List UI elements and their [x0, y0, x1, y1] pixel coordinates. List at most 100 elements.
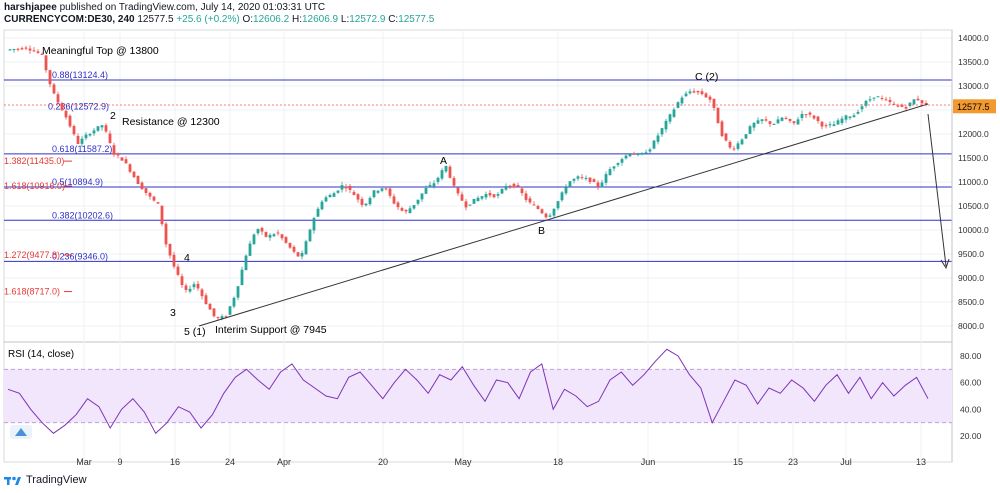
- candle-body: [256, 229, 260, 234]
- candle-body: [380, 188, 384, 191]
- candle-body: [468, 204, 472, 206]
- candle-body: [268, 234, 272, 238]
- candle-body: [216, 317, 220, 319]
- last-price: 12577.5: [137, 14, 174, 25]
- candle-body: [304, 241, 308, 255]
- candle-body: [496, 194, 500, 196]
- candle-body: [828, 124, 832, 126]
- candle-body: [244, 255, 248, 271]
- candle-body: [128, 164, 132, 172]
- x-tick-label: 18: [553, 457, 563, 467]
- annotation-resistance: Resistance @ 12300: [122, 116, 220, 128]
- candle-body: [64, 110, 68, 118]
- candle-body: [872, 97, 876, 99]
- candle-body: [336, 190, 340, 193]
- candle-body: [440, 170, 444, 179]
- candle-body: [852, 115, 856, 118]
- candle-body: [916, 98, 920, 101]
- author-name[interactable]: harshjapee: [4, 2, 57, 13]
- candle-body: [196, 283, 200, 289]
- candle-body: [676, 102, 680, 108]
- candle-body: [648, 149, 652, 152]
- x-tick-label: Jul: [840, 457, 852, 467]
- rsi-y-tick-label: 40.00: [960, 404, 982, 414]
- candle-body: [120, 157, 124, 161]
- candle-body: [356, 194, 360, 200]
- candle-body: [584, 177, 588, 179]
- candle-body: [624, 155, 628, 159]
- rsi-series-line[interactable]: [7, 348, 929, 435]
- candle-body: [140, 182, 144, 190]
- trendline[interactable]: [198, 103, 929, 327]
- candle-body: [912, 99, 916, 105]
- candle-body: [412, 205, 416, 209]
- candle-body: [660, 128, 664, 135]
- candle-body: [388, 188, 392, 196]
- wave-label-b: B: [538, 225, 545, 237]
- chart-settings-icon[interactable]: [10, 425, 32, 439]
- rsi-y-tick-label: 20.00: [960, 431, 982, 441]
- tradingview-logo-icon[interactable]: [4, 474, 22, 486]
- candle-body: [760, 119, 764, 122]
- candle-body: [512, 183, 516, 188]
- wave-label-c: C (2): [695, 71, 718, 83]
- candle-body: [840, 118, 844, 124]
- candle-body: [528, 198, 532, 203]
- candle-body: [428, 184, 432, 188]
- candle-body: [616, 163, 620, 165]
- candle-body: [692, 91, 696, 93]
- tradingview-brand[interactable]: TradingView: [26, 474, 87, 486]
- candle-body: [884, 99, 888, 101]
- candle-body: [160, 205, 164, 225]
- footer: TradingView: [4, 474, 87, 486]
- candle-body: [492, 194, 496, 198]
- candle-body: [904, 106, 908, 109]
- candle-body: [564, 187, 568, 194]
- fib-line-label: 0.88(13124.4): [52, 70, 108, 80]
- symbol-label: CURRENCYCOM:DE30, 240: [4, 14, 135, 25]
- candle-body: [348, 185, 352, 190]
- candle-body: [804, 114, 808, 116]
- x-tick-label: Mar: [76, 457, 92, 467]
- candle-body: [68, 115, 72, 127]
- candle-body: [580, 177, 584, 179]
- candle-body: [476, 197, 480, 202]
- rsi-band: [4, 369, 952, 423]
- candle-body: [448, 166, 452, 178]
- candle-body: [152, 196, 156, 201]
- candle-body: [732, 148, 736, 150]
- annotation-interim-support: Interim Support @ 7945: [215, 324, 327, 336]
- candle-body: [132, 171, 136, 178]
- candle-body: [456, 187, 460, 194]
- projection-arrow-line[interactable]: [927, 113, 947, 267]
- candle-body: [252, 234, 256, 245]
- low-label: L:: [340, 14, 350, 25]
- candle-body: [560, 192, 564, 201]
- candle-body: [52, 84, 56, 94]
- candle-body: [736, 143, 740, 149]
- candle-body: [376, 190, 380, 193]
- candle-body: [776, 119, 780, 124]
- candle-body: [524, 193, 528, 200]
- x-tick-label: 20: [378, 457, 388, 467]
- candle-body: [784, 117, 788, 119]
- candle-body: [76, 135, 80, 144]
- candle-body: [552, 208, 556, 216]
- publish-info: published on TradingView.com, July 14, 2…: [59, 2, 326, 13]
- candle-body: [504, 186, 508, 190]
- candle-body: [320, 201, 324, 210]
- candle-body: [372, 190, 376, 198]
- candle-body: [40, 53, 44, 55]
- candle-body: [540, 209, 544, 214]
- candle-body: [532, 204, 536, 206]
- candle-body: [684, 93, 688, 97]
- candle-body: [116, 153, 120, 156]
- candle-body: [484, 194, 488, 198]
- candle-body: [276, 232, 280, 234]
- candle-body: [896, 105, 900, 107]
- fib-line-label: 0.618(11587.2): [52, 144, 112, 154]
- candle-body: [404, 209, 408, 212]
- candle-body: [472, 198, 476, 204]
- candle-body: [48, 70, 52, 85]
